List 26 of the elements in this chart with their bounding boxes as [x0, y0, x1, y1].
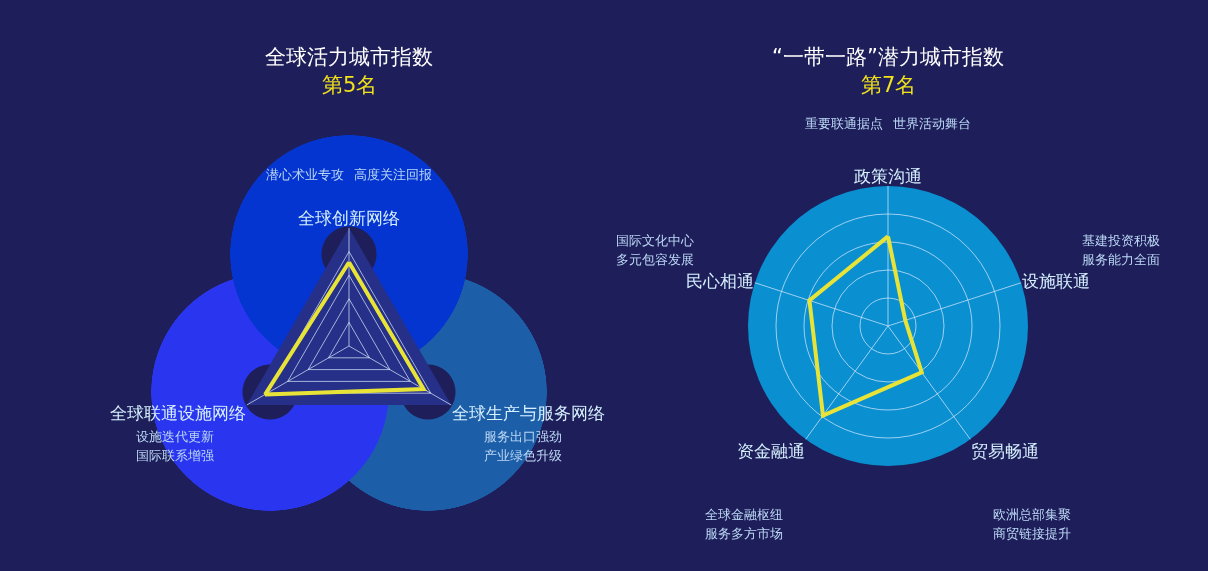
- spoke-label: 资金融通: [737, 440, 806, 461]
- text: 高度关注回报: [354, 167, 432, 182]
- text: 设施迭代更新: [136, 429, 214, 444]
- text: 国际文化中心: [616, 233, 694, 248]
- text: 全球金融枢纽: [705, 507, 783, 522]
- text: 服务出口强劲: [484, 429, 562, 444]
- text: 服务多方市场: [705, 526, 783, 541]
- text: 重要联通据点: [805, 116, 883, 131]
- text: 服务能力全面: [1082, 252, 1160, 267]
- text: 多元包容发展: [616, 252, 694, 267]
- spoke-label: 民心相通: [686, 271, 755, 292]
- text: 潜心术业专攻: [266, 167, 344, 182]
- chart-subtitle: 第7名: [861, 73, 917, 97]
- text: 商贸链接提升: [993, 526, 1071, 541]
- spoke-label: 贸易畅通: [970, 440, 1039, 461]
- spoke-label: 全球创新网络: [298, 208, 400, 229]
- spoke-label: 全球生产与服务网络: [451, 402, 605, 423]
- text: 基建投资积极: [1082, 233, 1160, 248]
- spoke-label: 设施联通: [1021, 271, 1090, 292]
- text: 欧洲总部集聚: [993, 507, 1071, 522]
- text: 世界活动舞台: [893, 116, 971, 131]
- chart-title: “一带一路”潜力城市指数: [772, 45, 1004, 69]
- chart-subtitle: 第5名: [322, 73, 378, 97]
- text: 产业绿色升级: [484, 448, 562, 463]
- chart-title: 全球活力城市指数: [265, 45, 433, 69]
- spoke-label: 政策沟通: [854, 166, 922, 187]
